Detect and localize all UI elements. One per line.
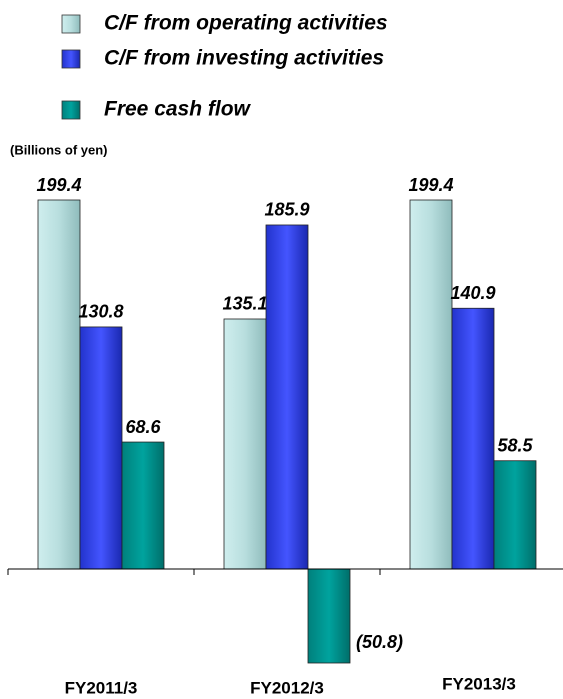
- value-label: 199.4: [36, 175, 81, 195]
- bar: [409, 199, 453, 570]
- x-tick-label: FY2012/3: [250, 678, 324, 697]
- legend-swatch: [61, 14, 81, 34]
- bar: [307, 568, 351, 664]
- value-label: (50.8): [356, 632, 403, 652]
- bar: [265, 224, 309, 570]
- value-label: 135.1: [222, 294, 267, 314]
- bar: [37, 199, 81, 570]
- legend-swatch: [61, 100, 81, 120]
- legend-swatch: [61, 49, 81, 69]
- bar: [223, 318, 267, 570]
- value-label: 68.6: [125, 417, 161, 437]
- legend-label: C/F from investing activities: [104, 47, 384, 70]
- subtitle: (Billions of yen): [10, 142, 108, 157]
- value-label: 199.4: [408, 175, 453, 195]
- value-label: 140.9: [450, 283, 495, 303]
- x-tick-label: FY2013/3: [442, 674, 516, 693]
- legend-label: C/F from operating activities: [104, 12, 388, 35]
- bar: [121, 441, 165, 570]
- bar: [493, 460, 537, 570]
- x-tick-label: FY2011/3: [65, 678, 138, 697]
- legend-label: Free cash flow: [104, 98, 252, 121]
- bar: [79, 326, 123, 570]
- value-label: 58.5: [497, 435, 533, 455]
- bar: [451, 307, 495, 570]
- value-label: 130.8: [78, 302, 123, 322]
- value-label: 185.9: [264, 200, 309, 220]
